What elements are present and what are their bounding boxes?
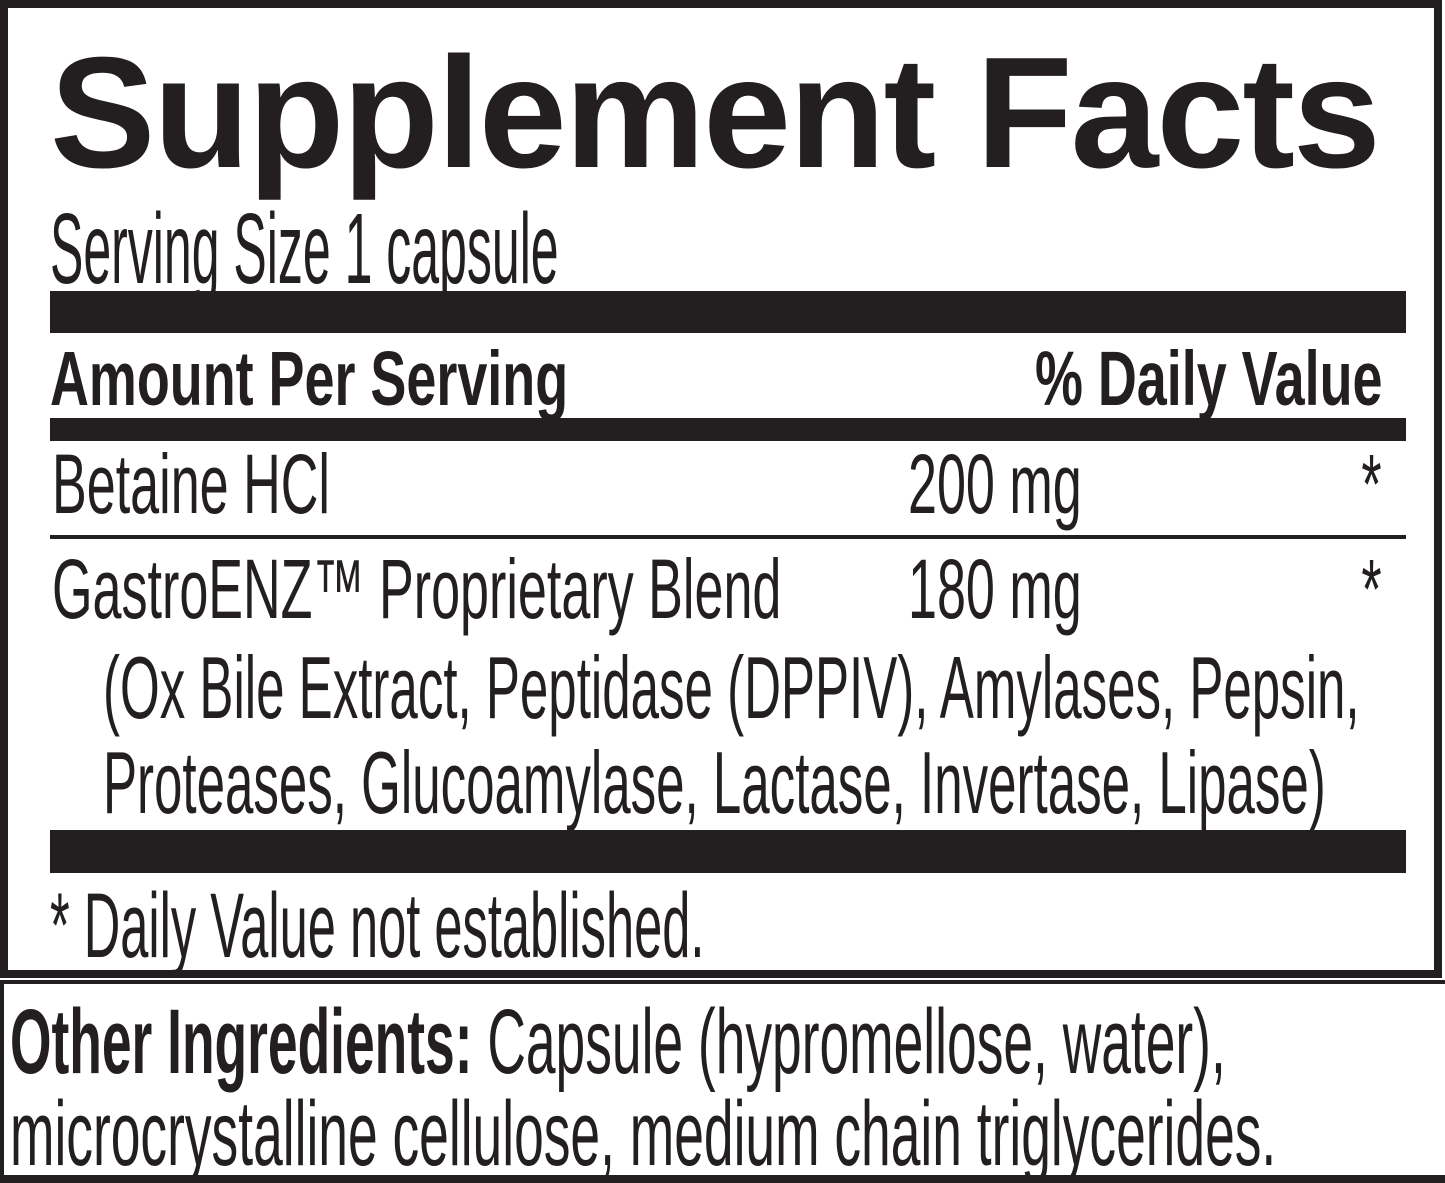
divider-medium: [50, 418, 1406, 441]
other-ingredients-line: Other Ingredients: Capsule (hypromellose…: [10, 996, 1226, 1088]
blend-ingredients-line: (Ox Bile Extract, Peptidase (DPPIV), Amy…: [103, 638, 1360, 737]
page-title: Supplement Facts: [50, 25, 1381, 201]
nutrient-daily-value-asterisk: *: [1361, 437, 1382, 531]
divider-thick-top: [50, 291, 1406, 333]
other-ingredients-line: microcrystalline cellulose, medium chain…: [10, 1083, 1277, 1183]
serving-size-text: Serving Size 1 capsule: [50, 193, 559, 305]
nutrient-name: Betaine HCl: [52, 437, 330, 531]
other-ingredients-text: Capsule (hypromellose, water),: [472, 991, 1226, 1093]
divider-thick-bottom: [50, 830, 1406, 873]
supplement-facts-panel: Supplement Facts Serving Size 1 capsule …: [0, 0, 1442, 978]
blend-ingredients-line: Proteases, Glucoamylase, Lactase, Invert…: [103, 733, 1326, 832]
daily-value-footnote: * Daily Value not established.: [50, 875, 705, 977]
nutrient-amount: 180 mg: [908, 542, 1082, 636]
nutrient-name: GastroENZ™ Proprietary Blend: [52, 542, 782, 636]
percent-daily-value-header: % Daily Value: [1034, 336, 1382, 422]
divider-thin: [50, 535, 1406, 539]
other-ingredients-panel: Other Ingredients: Capsule (hypromellose…: [0, 980, 1445, 1183]
nutrient-amount: 200 mg: [908, 437, 1082, 531]
amount-per-serving-header: Amount Per Serving: [50, 336, 569, 422]
other-ingredients-label: Other Ingredients:: [10, 991, 473, 1093]
nutrient-daily-value-asterisk: *: [1361, 542, 1382, 636]
